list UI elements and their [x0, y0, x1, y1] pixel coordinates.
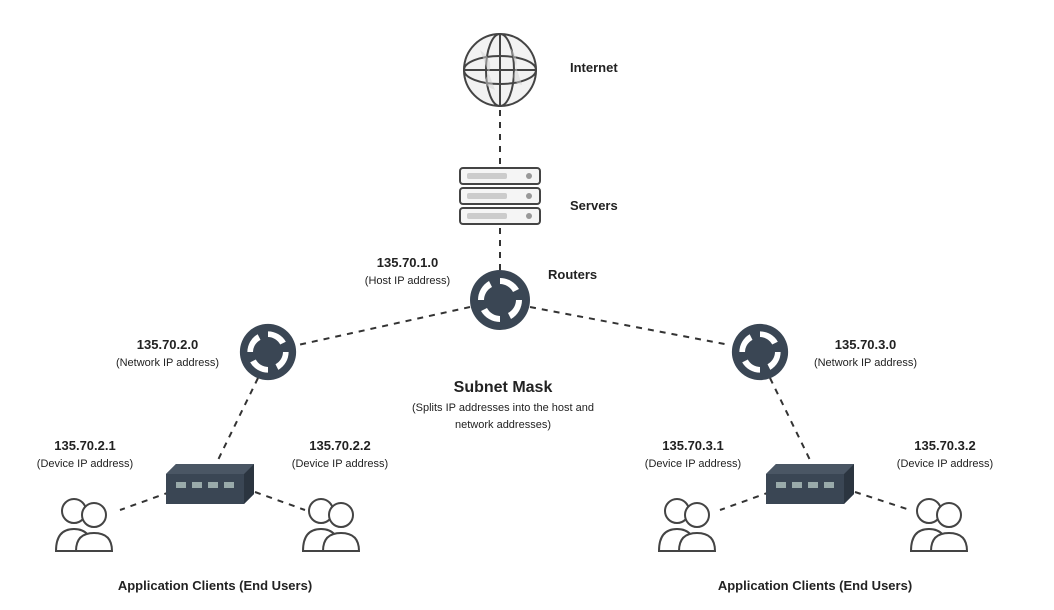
client4-ip: 135.70.3.2 (Device IP address)	[880, 438, 1010, 472]
client3-icon	[653, 493, 723, 553]
left-switch-icon	[162, 460, 258, 510]
client2-icon	[297, 493, 367, 553]
internet-icon	[460, 30, 540, 110]
center-router-icon	[468, 268, 532, 332]
subnet-mask-label: Subnet Mask (Splits IP addresses into th…	[358, 378, 648, 433]
internet-label: Internet	[570, 60, 618, 77]
center-router-ip: 135.70.1.0 (Host IP address)	[350, 255, 465, 289]
client1-icon	[50, 493, 120, 553]
clients-label-left: Application Clients (End Users)	[100, 578, 330, 595]
servers-label: Servers	[570, 198, 618, 215]
right-router-icon	[730, 322, 790, 382]
right-switch-icon	[762, 460, 858, 510]
left-router-icon	[238, 322, 298, 382]
routers-label: Routers	[548, 267, 597, 284]
client4-icon	[905, 493, 975, 553]
client1-ip: 135.70.2.1 (Device IP address)	[20, 438, 150, 472]
servers-icon	[457, 165, 543, 229]
client3-ip: 135.70.3.1 (Device IP address)	[628, 438, 758, 472]
right-router-ip: 135.70.3.0 (Network IP address)	[798, 337, 933, 371]
left-router-ip: 135.70.2.0 (Network IP address)	[100, 337, 235, 371]
client2-ip: 135.70.2.2 (Device IP address)	[275, 438, 405, 472]
clients-label-right: Application Clients (End Users)	[700, 578, 930, 595]
